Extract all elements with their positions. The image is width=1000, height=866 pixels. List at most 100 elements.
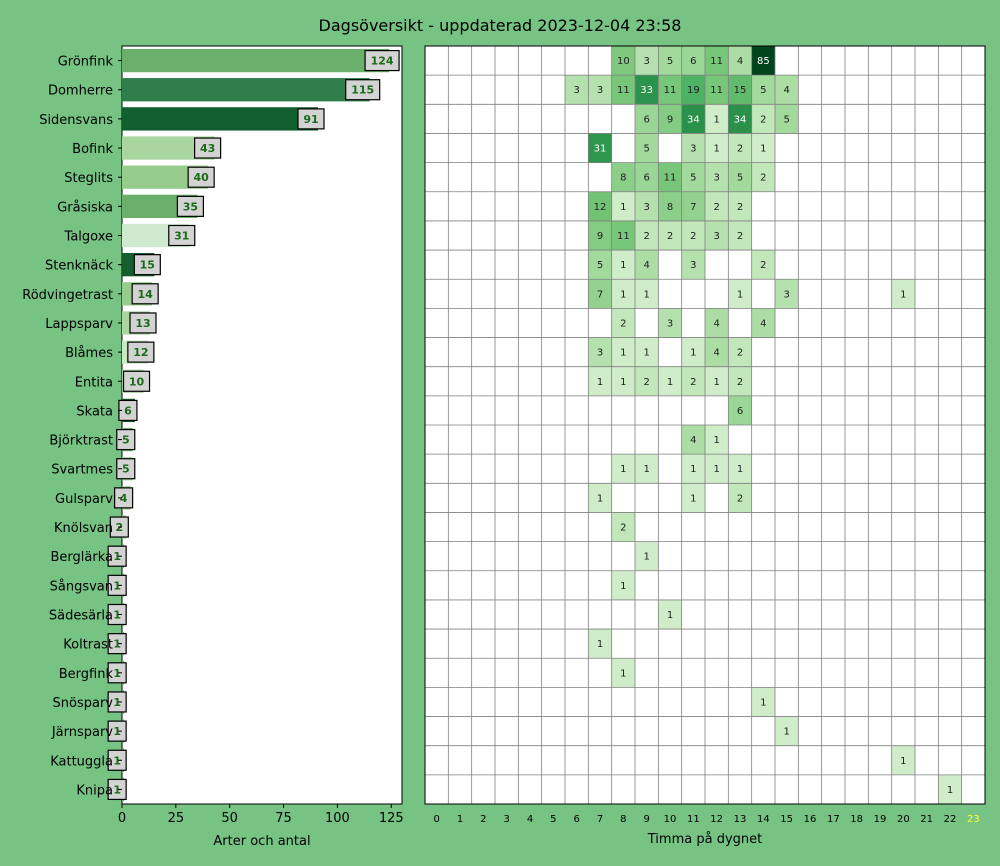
x-tick-label: 50: [221, 811, 238, 826]
category-label: Kattuggla: [50, 754, 113, 769]
heatmap-cell-value: 11: [617, 85, 630, 96]
heatmap-cell: [611, 75, 635, 105]
bar-value-box: [129, 312, 157, 334]
bar-value-label: 115: [351, 84, 374, 97]
heatmap-cell: [681, 454, 705, 484]
category-label: Stenknäck: [45, 259, 113, 274]
hour-tick-label: 11: [687, 814, 700, 825]
heatmap-cell: [728, 395, 752, 425]
heatmap-cell: [588, 337, 612, 367]
heatmap-cell: [728, 191, 752, 221]
bar-value-box: [107, 720, 127, 742]
heatmap-cell: [728, 279, 752, 309]
heatmap-cell: [681, 220, 705, 251]
bar-value-label: 10: [129, 375, 145, 388]
hour-tick-label: 15: [780, 814, 793, 825]
heatmap-cell: [705, 75, 729, 105]
heatmap-cell: [681, 46, 705, 76]
category-label: Sidensvans: [39, 113, 113, 128]
heatmap-cell-value: 3: [783, 289, 789, 300]
heatmap-cell-value: 2: [620, 523, 626, 534]
heatmap-cell: [681, 425, 705, 455]
heatmap-cell-value: 5: [690, 173, 696, 184]
heatmap-cell-value: 2: [737, 231, 743, 242]
category-label: Skata: [76, 404, 113, 419]
heatmap-cell-value: 1: [690, 464, 696, 475]
heatmap-cell-value: 1: [737, 289, 743, 300]
heatmap-cell-value: 1: [690, 493, 696, 504]
bar-value-label: 43: [200, 142, 215, 155]
heatmap-cell: [658, 308, 682, 338]
heatmap-cell: [751, 75, 775, 105]
heatmap-cell-value: 4: [783, 85, 789, 96]
heatmap-cell: [588, 483, 612, 513]
heatmap-cell-value: 5: [597, 260, 603, 271]
x-tick-label: 125: [379, 811, 404, 826]
heatmap-cell: [588, 366, 612, 396]
heatmap-cell: [611, 279, 635, 309]
heatmap-cell-value: 2: [737, 144, 743, 155]
heatmap-cell: [635, 279, 659, 309]
x-tick-label: 100: [325, 811, 350, 826]
x-tick-label: 75: [275, 811, 292, 826]
heatmap-cell: [611, 658, 635, 688]
heatmap-cell: [705, 133, 729, 163]
hour-tick-label: 17: [827, 814, 840, 825]
category-label: Steglits: [64, 171, 113, 186]
bar-value-label: 1: [113, 725, 121, 738]
heatmap-cell: [705, 220, 729, 251]
heatmap-cell-value: 8: [667, 202, 673, 213]
heatmap-cell: [588, 629, 612, 659]
heatmap-cell-value: 1: [620, 289, 626, 300]
heatmap-cell: [658, 220, 682, 251]
bar-value-label: 1: [113, 783, 121, 796]
heatmap-cell-value: 2: [760, 114, 766, 125]
heatmap-cell-value: 2: [737, 348, 743, 359]
heatmap-cell-value: 2: [620, 318, 626, 329]
heatmap-cell: [658, 599, 682, 630]
category-label: Knölsvan: [54, 521, 113, 536]
heatmap-cell: [705, 454, 729, 484]
heatmap-cell-value: 1: [760, 144, 766, 155]
bar: [122, 107, 318, 131]
heatmap-cell-value: 1: [667, 610, 673, 621]
heatmap-cell: [611, 250, 635, 280]
heatmap-cell: [658, 104, 682, 134]
heatmap-cell-value: 2: [643, 377, 649, 388]
hour-tick-label: 0: [433, 814, 439, 825]
bar-value-label: 91: [303, 113, 318, 126]
heatmap-cell-value: 1: [737, 464, 743, 475]
heatmap-cell-value: 2: [667, 231, 673, 242]
category-label: Rödvingetrast: [22, 288, 113, 303]
hour-tick-label: 6: [573, 814, 579, 825]
bar-value-box: [114, 487, 134, 509]
x-tick-label: 0: [118, 811, 126, 826]
bar-value-label: 1: [113, 754, 121, 767]
heatmap-frame: [424, 45, 986, 805]
bar-value-label: 14: [137, 288, 153, 301]
heatmap-cell-value: 19: [687, 85, 700, 96]
heatmap-cell: [658, 75, 682, 105]
heatmap-cell-value: 2: [737, 377, 743, 388]
heatmap-cell: [751, 250, 775, 280]
heatmap-cell-value: 85: [757, 56, 770, 67]
heatmap-cell: [728, 104, 752, 134]
hour-tick-label: 20: [897, 814, 910, 825]
heatmap-cell: [728, 220, 752, 251]
heatmap-cell: [751, 104, 775, 134]
category-label: Talgoxe: [64, 230, 113, 245]
heatmap-cell: [705, 337, 729, 367]
heatmap-cell: [611, 308, 635, 338]
heatmap-cell: [635, 104, 659, 134]
category-label: Knipa: [76, 783, 113, 798]
heatmap-cell: [681, 104, 705, 134]
heatmap-cell: [728, 133, 752, 163]
heatmap-cell-value: 1: [713, 435, 719, 446]
heatmap-cell-value: 6: [643, 114, 649, 125]
heatmap-cell-value: 4: [737, 56, 743, 67]
heatmap-cell: [705, 104, 729, 134]
category-label: Grönfink: [58, 55, 114, 70]
heatmap-cell-value: 7: [690, 202, 696, 213]
bar-value-label: 5: [122, 434, 130, 447]
heatmap-cell: [635, 133, 659, 163]
